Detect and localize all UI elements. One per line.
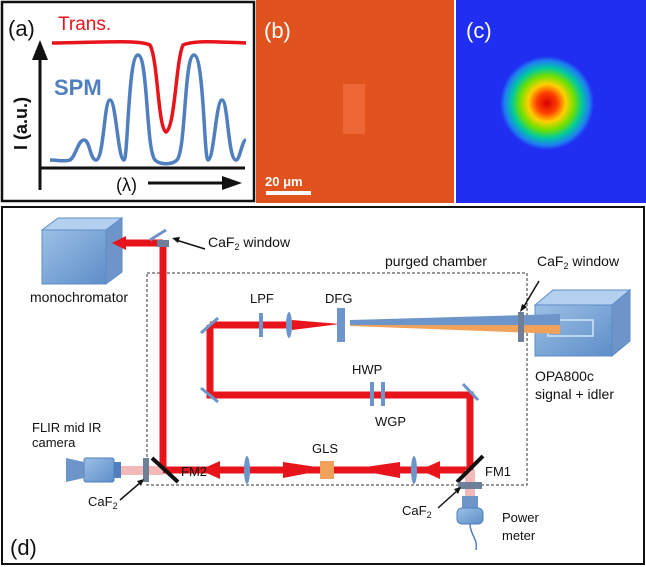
camera-beam [117, 466, 163, 475]
flir-camera [66, 457, 121, 483]
panel-d: (d) purged chamber monochromator OPA800c… [1, 206, 645, 565]
mirror-mid-left [200, 316, 219, 335]
dfg-label: DFG [325, 291, 352, 306]
arrow-fm2-left [200, 461, 220, 479]
purged-chamber-box [146, 272, 528, 486]
panel-c: (c) [456, 0, 646, 203]
flir-label-line2: camera [32, 435, 76, 450]
dfg-crystal [337, 308, 345, 342]
y-axis-label: I (a.u.) [11, 97, 31, 150]
sample-feature [343, 84, 365, 134]
flir-label-line1: FLIR mid IR [32, 420, 101, 435]
panel-b-tag: (b) [264, 18, 291, 43]
wire-grid-polarizer [381, 382, 385, 406]
lens-gls-right [411, 456, 417, 484]
lens-dfg [286, 312, 292, 338]
beam-spot [500, 56, 594, 150]
spm-label: SPM [54, 75, 102, 100]
hwp-label: HWP [352, 362, 382, 377]
gls-focus-cone-left [283, 462, 330, 478]
caf2-window-right-label: CaF2 window [537, 253, 620, 271]
spm-curve [49, 53, 247, 166]
fm1-label: FM1 [485, 464, 511, 479]
caf2-left-label: CaF2 [88, 494, 118, 511]
caf2-window-bottom [458, 482, 482, 489]
lens-gls-left [244, 456, 250, 484]
panel-b: (b) 20 μm [256, 0, 454, 203]
scale-bar-label: 20 μm [265, 174, 303, 189]
y-axis-arrowhead [32, 40, 48, 60]
pointer-caf2-bottom [437, 489, 459, 509]
gls-sample [320, 461, 334, 479]
caf2-window-top [157, 240, 169, 247]
mirror-top-left [149, 228, 167, 242]
mirror-low-left [200, 386, 219, 404]
x-axis-label: (λ) [116, 175, 137, 195]
pointer-caf2-left [119, 481, 142, 501]
flip-mirror-fm1 [455, 454, 485, 484]
caf2-window-left [143, 458, 149, 482]
lpf-label: LPF [250, 291, 274, 306]
dfg-focus-cone [292, 320, 340, 330]
transmission-curve [51, 40, 247, 134]
panel-d-tag: (d) [10, 535, 37, 560]
mirror-right [461, 382, 480, 402]
caf2-window-top-label: CaF2 window [208, 234, 291, 252]
panel-a: (a) Trans. SPM I (a.u.) (λ) [0, 0, 256, 203]
opa-box [533, 288, 632, 358]
wgp-label: WGP [375, 414, 406, 429]
pointer-caf2-top [175, 239, 206, 250]
long-pass-filter [259, 313, 263, 337]
trans-label: Trans. [58, 14, 111, 35]
half-wave-plate [370, 382, 374, 406]
caf2-bottom-label: CaF2 [402, 503, 432, 520]
power-meter-label-line1: Power [502, 510, 540, 525]
panel-a-tag: (a) [8, 16, 35, 41]
purged-chamber-label: purged chamber [385, 253, 487, 269]
power-meter-label-line2: meter [502, 528, 536, 543]
wavelength-arrowhead [222, 176, 242, 190]
monochromator-box [40, 217, 124, 285]
flip-mirror-fm2 [150, 456, 180, 484]
signal-beam [350, 314, 560, 325]
gls-focus-cone-right [352, 462, 400, 478]
arrow-to-monochromator [112, 236, 126, 250]
arrow-fm1-left [420, 461, 440, 479]
power-meter [456, 496, 484, 551]
opa-label-line1: OPA800c [535, 368, 594, 384]
opa-label-line2: signal + idler [535, 386, 614, 402]
monochromator-label: monochromator [30, 289, 128, 305]
gls-label: GLS [312, 441, 338, 456]
panel-c-tag: (c) [466, 18, 492, 43]
pointer-caf2-right [522, 280, 540, 309]
fm2-label: FM2 [181, 464, 207, 479]
caf2-window-right [518, 312, 524, 342]
scale-bar [266, 191, 311, 195]
